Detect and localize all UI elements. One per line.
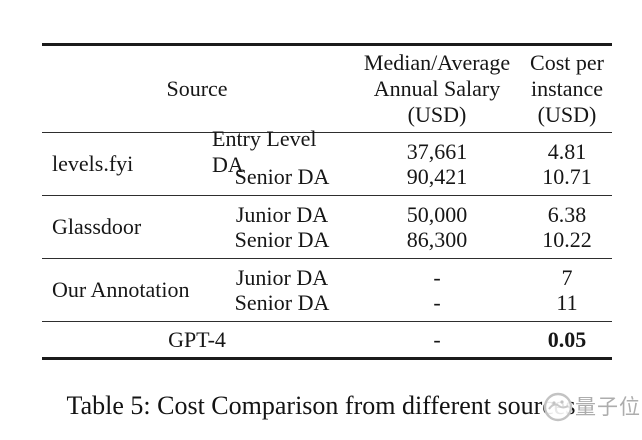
role-cell: Junior DA: [235, 201, 329, 227]
header-cost: Cost per instance (USD): [530, 50, 604, 127]
cost-comparison-table: Source Median/Average Annual Salary (USD…: [42, 43, 612, 360]
salary-cell: 90,421: [406, 163, 468, 189]
salary-cell: 86,300: [406, 226, 468, 252]
salary-cell: 37,661: [406, 138, 468, 164]
cost-cell-bold: 0.05: [547, 326, 587, 352]
role-cell: Senior DA: [234, 163, 330, 189]
qbitai-logo-icon: [543, 392, 573, 422]
table-group-our-annotation: Our Annotation Junior DA - 7 Senior DA -…: [42, 259, 612, 322]
table-group-glassdoor: Glassdoor Junior DA 50,000 6.38 Senior D…: [42, 196, 612, 259]
role-cell: Junior DA: [235, 264, 329, 290]
source-label: levels.fyi: [52, 151, 134, 176]
table-header-row: Source Median/Average Annual Salary (USD…: [42, 46, 612, 133]
salary-cell: -: [433, 326, 441, 352]
salary-cell: -: [433, 289, 441, 315]
table-row-gpt4: GPT-4 - 0.05: [42, 322, 612, 357]
header-source: Source: [166, 76, 228, 101]
cost-cell: 10.22: [542, 226, 592, 252]
source-label: Glassdoor: [52, 214, 142, 239]
table-group-levelsfyi: levels.fyi Entry Level DA 37,661 4.81 Se…: [42, 125, 612, 196]
gpt4-label: GPT-4: [168, 326, 226, 352]
table-caption: Table 5: Cost Comparison from different …: [66, 391, 576, 420]
salary-cell: -: [433, 264, 441, 290]
salary-cell: 50,000: [406, 201, 468, 227]
cost-cell: 10.71: [542, 163, 592, 189]
cost-cell: 4.81: [547, 138, 587, 164]
cost-cell: 6.38: [547, 201, 587, 227]
role-cell: Senior DA: [234, 289, 330, 315]
role-cell: Entry Level DA: [212, 125, 317, 177]
cost-cell: 7: [561, 264, 573, 290]
cost-cell: 11: [556, 289, 578, 315]
watermark: 量子位: [541, 390, 641, 424]
watermark-text: 量子位: [575, 395, 641, 419]
source-label: Our Annotation: [52, 277, 190, 302]
header-salary: Median/Average Annual Salary (USD): [363, 50, 511, 127]
role-cell: Senior DA: [234, 226, 330, 252]
